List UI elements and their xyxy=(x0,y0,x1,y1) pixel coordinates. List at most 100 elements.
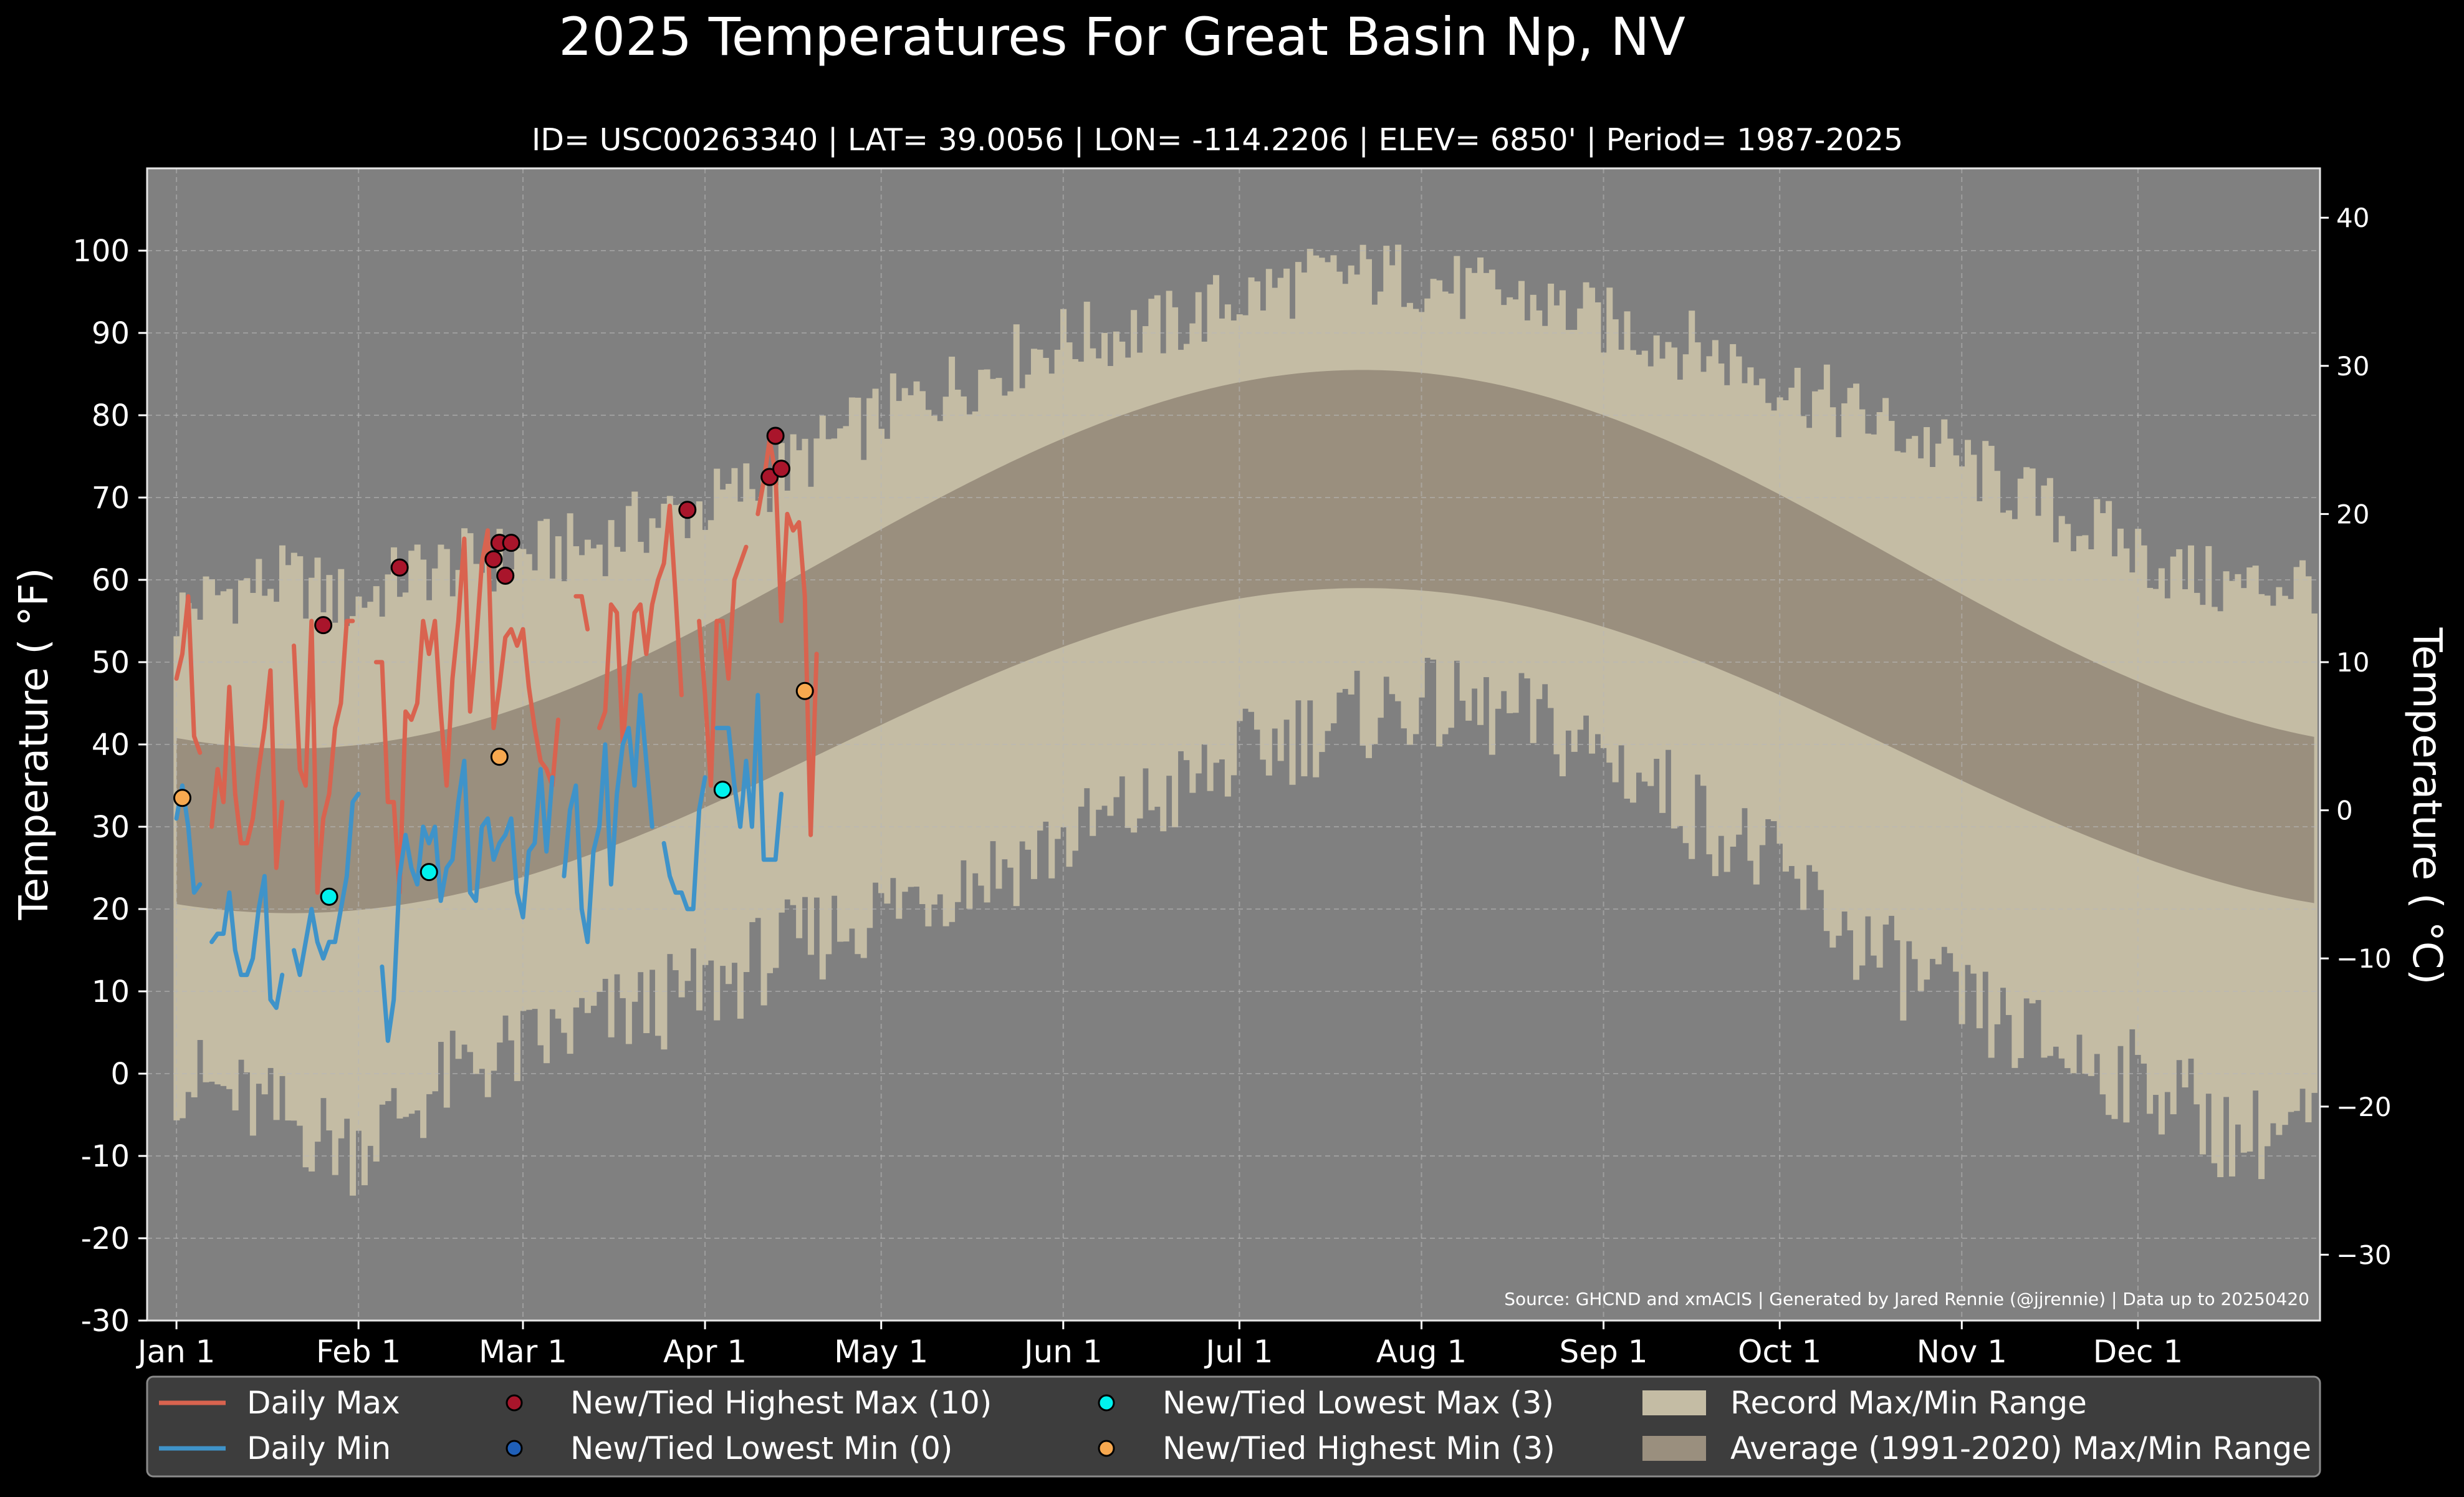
highest-max-records-marker xyxy=(678,501,697,519)
y-tick-label: 100 xyxy=(72,234,130,269)
y-tick-label: 40 xyxy=(92,728,130,763)
y-tick-label: 80 xyxy=(92,398,130,433)
highest-max-records-marker xyxy=(484,550,503,569)
y-tick-label: 10 xyxy=(92,975,130,1009)
daily-max-line-segment xyxy=(755,438,819,837)
x-axis: Jan 1 Feb 1 Mar 1 Apr 1 May 1 Jun 1 Jul 1 Aug 1… xyxy=(136,1321,2183,1370)
y-tick-label: 20 xyxy=(92,892,130,927)
daily-min-line xyxy=(174,693,784,1043)
y2-tick-label: −30 xyxy=(2336,1239,2392,1270)
source-note: Source: GHCND and xmACIS | Generated by … xyxy=(1504,1289,2309,1309)
daily-min-line-segment xyxy=(661,775,707,912)
y-tick-label: -30 xyxy=(81,1304,130,1339)
legend-box xyxy=(146,1375,2321,1478)
daily-min-line-segment xyxy=(209,874,285,1010)
x-tick-label: Nov 1 xyxy=(1917,1334,2007,1370)
highest-max-records-marker xyxy=(496,566,515,585)
highest-min-records-marker xyxy=(173,789,192,807)
legend-item: New/Tied Lowest Max (3) xyxy=(1098,1385,1554,1421)
y2-tick-label: −10 xyxy=(2336,943,2392,974)
legend-label: Daily Max xyxy=(247,1385,400,1421)
x-tick-label: Feb 1 xyxy=(316,1334,401,1370)
lowest-max-records-marker xyxy=(713,781,732,799)
legend-item: Record Max/Min Range xyxy=(1642,1385,2087,1421)
y2-tick-label: 0 xyxy=(2336,796,2353,826)
daily-min-line-segment xyxy=(380,758,555,1043)
legend-dot-swatch xyxy=(506,1394,523,1412)
daily-max-line-segment xyxy=(209,668,285,870)
y-tick-label: 70 xyxy=(92,481,130,516)
highest-max-records-marker xyxy=(766,426,785,445)
legend-item: Daily Min xyxy=(159,1430,391,1466)
legend-item: New/Tied Lowest Min (0) xyxy=(506,1430,952,1466)
highest-max-records-marker xyxy=(390,558,409,577)
highest-max-records-marker xyxy=(502,534,520,552)
y-axis: -30 -20 -10 0 10 20 30 40 50 60 70 80 90 100 xyxy=(72,234,147,1339)
legend-label: Record Max/Min Range xyxy=(1730,1385,2087,1421)
legend-dot-swatch xyxy=(1098,1394,1115,1412)
record-range-bar xyxy=(2199,605,2206,1155)
y2-tick-label: 20 xyxy=(2336,499,2369,529)
x-tick-label: Mar 1 xyxy=(479,1334,567,1370)
x-tick-label: Jun 1 xyxy=(1022,1334,1103,1370)
daily-max-line-segment xyxy=(573,594,590,632)
y2-tick-label: 40 xyxy=(2336,203,2369,233)
highest-max-records-marker xyxy=(772,460,791,478)
chart-title: 2025 Temperatures For Great Basin Np, NV xyxy=(558,6,1685,67)
x-tick-label: May 1 xyxy=(834,1334,928,1370)
legend-label: New/Tied Highest Max (10) xyxy=(570,1385,992,1421)
legend-label: New/Tied Lowest Max (3) xyxy=(1162,1385,1554,1421)
daily-max-line-segment xyxy=(697,544,749,788)
y-tick-label: 30 xyxy=(92,810,130,845)
plot-area xyxy=(146,167,2321,1322)
daily-max-line xyxy=(174,438,819,895)
daily-max-line-segment xyxy=(292,619,355,895)
legend-label: Daily Min xyxy=(247,1430,391,1466)
x-tick-label: Apr 1 xyxy=(663,1334,747,1370)
legend: Daily Max Daily Min New/Tied Highest Max (… xyxy=(146,1375,2321,1478)
y2-axis-label: Temperature ( °C) xyxy=(2404,627,2450,985)
legend-patch-swatch xyxy=(1642,1390,1706,1415)
y2-tick-label: −20 xyxy=(2336,1092,2392,1122)
highest-max-records xyxy=(314,426,791,635)
daily-max-line-segment xyxy=(373,528,560,895)
legend-label: New/Tied Highest Min (3) xyxy=(1162,1430,1555,1466)
legend-item: New/Tied Highest Max (10) xyxy=(506,1385,992,1421)
lowest-max-records-marker xyxy=(419,863,438,882)
lowest-max-records-marker xyxy=(320,887,338,906)
y-tick-label: 50 xyxy=(92,645,130,680)
legend-item: New/Tied Highest Min (3) xyxy=(1098,1430,1555,1466)
lowest-max-records xyxy=(320,781,732,906)
highest-max-records-marker xyxy=(314,616,333,635)
y-tick-label: 0 xyxy=(110,1057,130,1092)
legend-dot-swatch xyxy=(506,1440,523,1457)
record-range-bar xyxy=(2311,613,2318,1093)
legend-label: New/Tied Lowest Min (0) xyxy=(570,1430,952,1466)
chart-subtitle: ID= USC00263340 | LAT= 39.0056 | LON= -1… xyxy=(532,122,1903,158)
y-tick-label: 90 xyxy=(92,316,130,351)
legend-item: Daily Max xyxy=(159,1385,400,1421)
x-tick-label: Jul 1 xyxy=(1204,1334,1273,1370)
legend-dot-swatch xyxy=(1098,1440,1115,1457)
x-tick-label: Aug 1 xyxy=(1376,1334,1467,1370)
record-range-bar xyxy=(2217,611,2224,1177)
daily-min-line-segment xyxy=(292,791,361,978)
y-axis-label: Temperature ( °F) xyxy=(11,568,57,921)
y2-tick-label: 30 xyxy=(2336,351,2369,382)
x-tick-label: Sep 1 xyxy=(1560,1334,1648,1370)
highest-min-records-marker xyxy=(490,748,509,766)
y2-axis: −30 −20 −10 0 10 20 30 40 xyxy=(2320,203,2392,1270)
daily-min-line-segment xyxy=(714,693,784,862)
highest-min-records-marker xyxy=(795,681,814,700)
y2-tick-label: 10 xyxy=(2336,647,2369,678)
y-tick-label: -10 xyxy=(81,1139,130,1174)
y-tick-label: -20 xyxy=(81,1221,130,1256)
record-range-bar xyxy=(2211,607,2218,1163)
x-tick-label: Oct 1 xyxy=(1738,1334,1821,1370)
legend-patch-swatch xyxy=(1642,1436,1706,1461)
daily-max-line-segment xyxy=(597,503,684,747)
legend-label: Average (1991-2020) Max/Min Range xyxy=(1730,1430,2311,1466)
legend-item: Average (1991-2020) Max/Min Range xyxy=(1642,1430,2311,1466)
y-tick-label: 60 xyxy=(92,563,130,598)
